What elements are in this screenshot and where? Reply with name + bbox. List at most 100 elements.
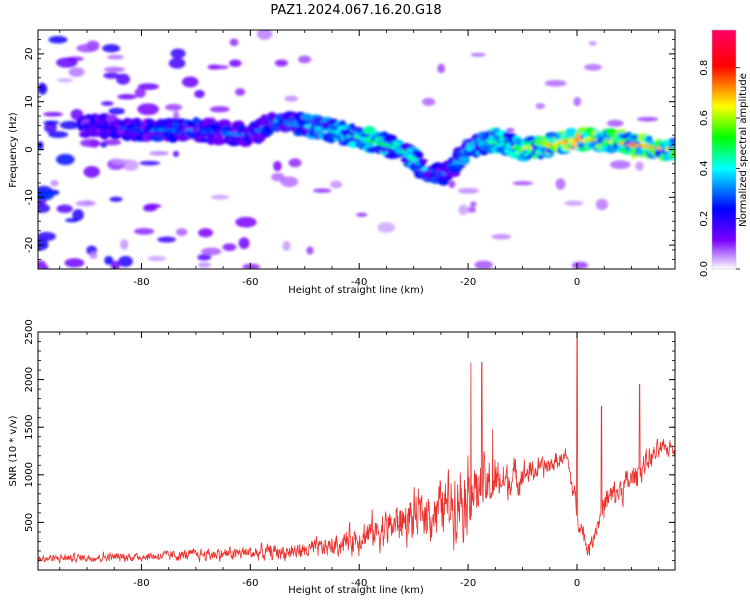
spectrogram-y-tick-label: 0: [24, 146, 35, 152]
heatmap-cell: [330, 180, 343, 189]
heatmap-cell: [535, 103, 546, 110]
snr-x-tick-label: 0: [574, 578, 580, 589]
heatmap-cell: [242, 263, 261, 269]
heatmap-cell: [273, 160, 282, 172]
heatmap-cell: [288, 158, 302, 168]
colorbar: 0.0 0.2 0.4 0.6 0.8 Normalized spectral ampl…: [699, 29, 749, 277]
heatmap-cell: [149, 151, 169, 156]
snr-y-tick-label: 2000: [24, 367, 35, 392]
heatmap-cell: [512, 181, 533, 186]
heatmap-cell: [637, 116, 659, 122]
heatmap-cell: [48, 35, 68, 44]
snr-y-tick-label: 500: [24, 513, 35, 532]
heatmap-cell: [607, 119, 624, 127]
heatmap-cell: [635, 161, 644, 171]
spectrogram-x-tick-label: -60: [242, 277, 258, 288]
snr-y-tick-label: 2500: [24, 319, 35, 344]
heatmap-cell: [107, 54, 124, 60]
heatmap-cell: [137, 83, 160, 90]
snr-plot-area: [38, 332, 675, 570]
heatmap-cell: [197, 254, 212, 261]
colorbar-frame: [711, 29, 737, 270]
heatmap-cell: [459, 155, 471, 164]
heatmap-cell: [197, 261, 211, 269]
heatmap-cell: [544, 79, 567, 87]
spectrogram-axes: -80 -60 -40 -20 0 -20 -10 0 10 20: [24, 29, 675, 288]
heatmap-cell: [64, 258, 85, 268]
heatmap-cell: [59, 120, 80, 130]
heatmap-cell: [65, 218, 79, 223]
snr-y-tick-label: 1000: [24, 462, 35, 487]
heatmap-cell: [117, 94, 137, 100]
heatmap-cell: [452, 164, 465, 170]
heatmap-cell: [282, 240, 291, 251]
heatmap-cell: [555, 178, 566, 190]
heatmap-cell: [198, 228, 214, 238]
heatmap-cell: [144, 203, 162, 209]
heatmap-cell: [38, 231, 56, 242]
heatmap-cell: [172, 150, 180, 157]
heatmap-cell: [75, 200, 96, 207]
heatmap-cell: [306, 246, 314, 255]
heatmap-cell: [76, 43, 98, 53]
heatmap-cell: [100, 131, 109, 138]
heatmap-cell: [55, 153, 75, 166]
heatmap-cell: [139, 160, 161, 166]
heatmap-cell: [118, 255, 133, 268]
heatmap-cell: [104, 255, 114, 265]
colorbar-tick-label: 0.4: [699, 160, 710, 176]
snr-x-label: Height of straight line (km): [288, 585, 424, 596]
spectrogram-y-tick-label: -10: [24, 189, 35, 205]
heatmap-cell: [297, 55, 312, 64]
colorbar-tick-label: 0.8: [699, 60, 710, 76]
heatmap-cell: [56, 204, 73, 213]
snr-x-tick-label: -80: [133, 578, 149, 589]
heatmap-cell: [573, 96, 582, 107]
snr-series-line: [38, 332, 675, 564]
heatmap-cell: [564, 200, 584, 206]
heatmap-cell: [209, 106, 230, 113]
heatmap-cell: [609, 160, 631, 169]
heatmap-cell: [38, 190, 55, 201]
heatmap-cell: [181, 76, 199, 88]
heatmap-cell: [457, 187, 480, 194]
heatmap-cell: [72, 209, 84, 221]
heatmap-cell: [50, 179, 59, 187]
heatmap-cell: [211, 194, 230, 200]
snr-panel: -80 -60 -40 -20 0 500 1000 1500 2000 2500 Height …: [8, 319, 676, 596]
heatmap-cell: [134, 87, 146, 98]
heatmap-cell: [38, 260, 47, 269]
heatmap-cell: [103, 66, 126, 73]
heatmap-cell: [438, 177, 449, 186]
heatmap-cell: [229, 38, 239, 47]
heatmap-cell: [44, 121, 57, 134]
heatmap-cell: [505, 128, 515, 133]
heatmap-cell: [101, 101, 114, 106]
heatmap-cell: [588, 40, 597, 46]
heatmap-cell: [235, 88, 246, 96]
heatmap-cell: [491, 233, 512, 240]
heatmap-cell: [437, 63, 446, 74]
heatmap-cell: [133, 118, 141, 123]
heatmap-cell: [584, 63, 602, 71]
spectrogram-y-tick-label: -20: [24, 237, 35, 253]
heatmap-cell: [422, 97, 436, 106]
colorbar-tick-label: 0.0: [699, 261, 710, 277]
spectrogram-x-tick-label: -40: [351, 277, 367, 288]
heatmap-cell: [414, 151, 424, 159]
heatmap-cell: [448, 180, 456, 189]
spectrogram-panel: -80 -60 -40 -20 0 -20 -10 0 10 20 Height of strai…: [8, 29, 676, 296]
colorbar-tick-label: 0.6: [699, 110, 710, 126]
heatmap-cell: [235, 216, 257, 228]
heatmap-cell: [571, 261, 589, 269]
heatmap-cell: [103, 139, 122, 146]
heatmap-cell: [467, 206, 477, 213]
snr-x-tick-label: -60: [242, 578, 258, 589]
heatmap-cell: [312, 188, 332, 193]
heatmap-cell: [194, 89, 205, 99]
heatmap-cell: [274, 59, 288, 67]
heatmap-cell: [43, 120, 60, 125]
snr-x-tick-label: -40: [351, 578, 367, 589]
heatmap-cell: [280, 176, 299, 188]
